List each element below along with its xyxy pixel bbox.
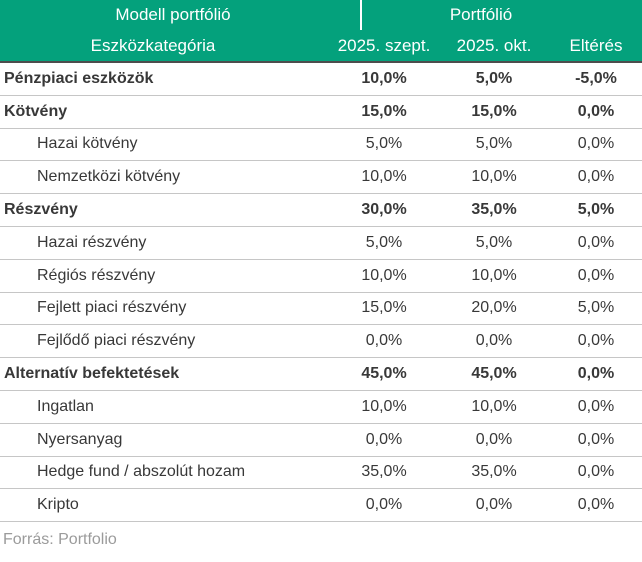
row-label: Kripto (37, 496, 79, 514)
row-label: Hazai részvény (37, 233, 147, 251)
value-cell-oct: 0,0% (475, 332, 513, 350)
value-cell-difference: 0,0% (577, 463, 615, 481)
row-label: Ingatlan (37, 397, 94, 415)
table-row: Hedge fund / abszolút hozam 35,0% 35,0% … (0, 457, 642, 490)
value-cell-difference: 0,0% (577, 397, 615, 415)
value-cell-difference: 0,0% (577, 135, 615, 153)
value-cell-sept: 15,0% (361, 299, 407, 317)
row-label: Részvény (4, 201, 78, 219)
table-row: Ingatlan 10,0% 10,0% 0,0% (0, 391, 642, 424)
value-cell-sept: 30,0% (361, 201, 407, 219)
value-cell-sept: 0,0% (365, 430, 403, 448)
header-group-model-portfolio: Modell portfólió (0, 0, 362, 30)
value-cell-oct: 35,0% (471, 463, 517, 481)
value-cell-difference: 0,0% (577, 102, 615, 120)
row-label: Fejlett piaci részvény (37, 299, 187, 317)
table-row: Kötvény 15,0% 15,0% 0,0% (0, 96, 642, 129)
value-cell-oct: 5,0% (475, 233, 513, 251)
column-header-asset-category: Eszközkategória (90, 35, 216, 55)
value-cell-sept: 10,0% (361, 168, 407, 186)
value-cell-oct: 10,0% (471, 397, 517, 415)
table-row: Hazai kötvény 5,0% 5,0% 0,0% (0, 129, 642, 162)
value-cell-sept: 5,0% (365, 233, 403, 251)
row-label: Hedge fund / abszolút hozam (37, 463, 246, 481)
row-label: Alternatív befektetések (4, 365, 180, 383)
value-cell-oct: 10,0% (471, 168, 517, 186)
asset-allocation-table: Modell portfólió Portfólió Eszközkategór… (0, 0, 642, 549)
row-label: Nemzetközi kötvény (37, 168, 181, 186)
value-cell-oct: 5,0% (475, 69, 513, 87)
value-cell-oct: 0,0% (475, 430, 513, 448)
value-cell-sept: 35,0% (361, 463, 407, 481)
value-cell-oct: 10,0% (471, 266, 517, 284)
row-label: Régiós részvény (37, 266, 156, 284)
value-cell-difference: 0,0% (577, 332, 615, 350)
value-cell-oct: 0,0% (475, 496, 513, 514)
value-cell-sept: 15,0% (361, 102, 407, 120)
value-cell-oct: 5,0% (475, 135, 513, 153)
table-row: Alternatív befektetések 45,0% 45,0% 0,0% (0, 358, 642, 391)
value-cell-sept: 10,0% (361, 266, 407, 284)
column-header-row: Eszközkategória 2025. szept. 2025. okt. … (0, 30, 642, 61)
table-row: Fejlődő piaci részvény 0,0% 0,0% 0,0% (0, 325, 642, 359)
value-cell-sept: 45,0% (361, 365, 407, 383)
value-cell-difference: 0,0% (577, 430, 615, 448)
table-body: Pénzpiaci eszközök 10,0% 5,0% -5,0% Kötv… (0, 63, 642, 523)
value-cell-oct: 15,0% (471, 102, 517, 120)
row-label: Pénzpiaci eszközök (4, 69, 154, 87)
value-cell-sept: 10,0% (361, 69, 407, 87)
value-cell-sept: 0,0% (365, 332, 403, 350)
value-cell-difference: 5,0% (577, 299, 615, 317)
table-header: Modell portfólió Portfólió Eszközkategór… (0, 0, 642, 63)
value-cell-difference: 0,0% (577, 168, 615, 186)
column-header-difference: Eltérés (569, 35, 623, 55)
table-row: Nemzetközi kötvény 10,0% 10,0% 0,0% (0, 161, 642, 195)
value-cell-difference: 0,0% (577, 266, 615, 284)
source-note: Forrás: Portfolio (3, 531, 117, 549)
table-row: Pénzpiaci eszközök 10,0% 5,0% -5,0% (0, 63, 642, 96)
row-label: Hazai kötvény (37, 135, 138, 153)
value-cell-difference: 0,0% (577, 233, 615, 251)
column-header-2025-sept: 2025. szept. (337, 35, 431, 55)
value-cell-oct: 35,0% (471, 201, 517, 219)
value-cell-sept: 10,0% (361, 397, 407, 415)
header-group-portfolio: Portfólió (449, 5, 513, 24)
table-row: Kripto 0,0% 0,0% 0,0% (0, 489, 642, 523)
table-row: Részvény 30,0% 35,0% 5,0% (0, 194, 642, 227)
table-row: Nyersanyag 0,0% 0,0% 0,0% (0, 424, 642, 457)
row-label: Kötvény (4, 102, 68, 120)
value-cell-oct: 20,0% (471, 299, 517, 317)
row-label: Nyersanyag (37, 430, 123, 448)
value-cell-difference: -5,0% (575, 69, 617, 87)
value-cell-sept: 5,0% (365, 135, 403, 153)
header-group-row: Modell portfólió Portfólió (0, 0, 642, 30)
table-row: Régiós részvény 10,0% 10,0% 0,0% (0, 260, 642, 293)
value-cell-sept: 0,0% (365, 496, 403, 514)
value-cell-difference: 0,0% (577, 496, 615, 514)
value-cell-difference: 5,0% (577, 201, 615, 219)
row-label: Fejlődő piaci részvény (37, 332, 196, 350)
table-row: Hazai részvény 5,0% 5,0% 0,0% (0, 227, 642, 260)
table-row: Fejlett piaci részvény 15,0% 20,0% 5,0% (0, 293, 642, 326)
column-header-2025-oct: 2025. okt. (456, 35, 532, 55)
value-cell-difference: 0,0% (577, 365, 615, 383)
value-cell-oct: 45,0% (471, 365, 517, 383)
